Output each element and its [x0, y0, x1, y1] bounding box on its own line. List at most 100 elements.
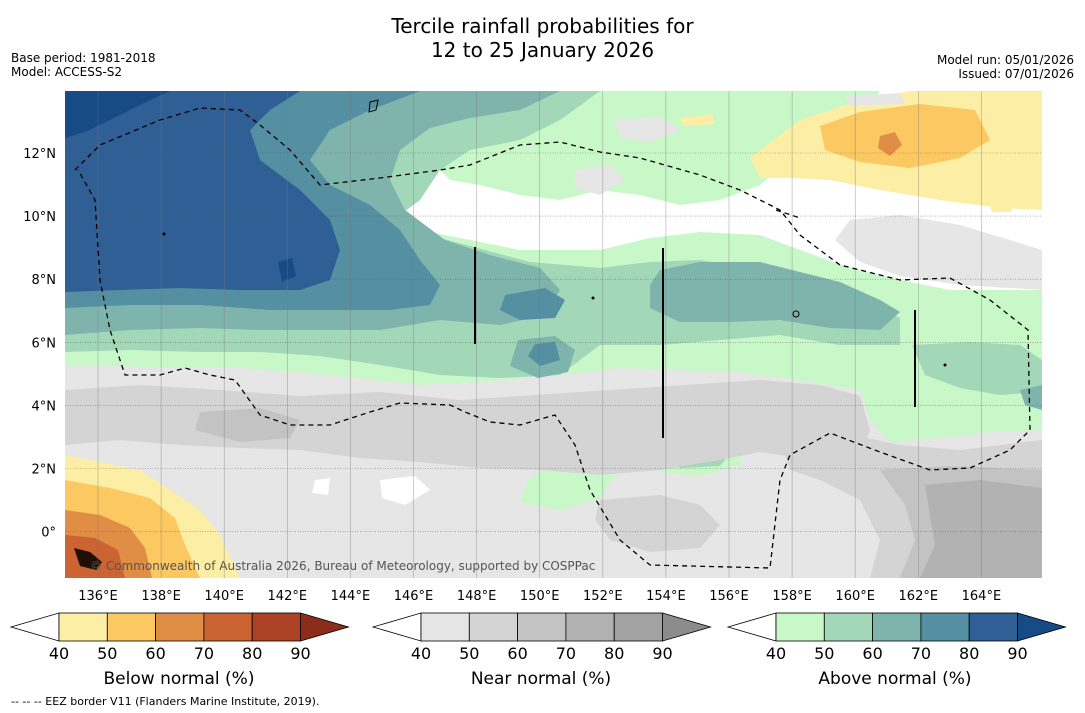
colorbar-above: 40 50 60 70 80 90 — [726, 612, 1067, 663]
island-dot-2 — [591, 296, 595, 300]
above-normal-60-edge — [1020, 385, 1042, 410]
above-normal-50-east — [912, 342, 1042, 395]
colorbar-tick-label: 80 — [604, 644, 624, 663]
neutral-dot — [312, 478, 330, 495]
latitude-label: 4°N — [32, 399, 57, 414]
colorbar-cell — [775, 612, 825, 642]
colorbar-label-below: Below normal (%) — [103, 669, 255, 689]
below-normal-40-dot — [680, 114, 715, 126]
neutral-dot-2 — [380, 476, 430, 505]
longitude-label: 156°E — [709, 589, 749, 604]
colorbar-cell — [968, 612, 1018, 642]
longitude-label: 144°E — [331, 589, 371, 604]
meta-right: Model run: 05/01/2026 Issued: 07/01/2026 — [937, 53, 1074, 81]
colorbars: 40 50 60 70 80 90 40 50 60 70 80 90 40 50 60 70 80 90 — [9, 612, 1067, 663]
colorbar-tick-label: 40 — [766, 644, 786, 663]
eez-footnote: -- -- -- EEZ border V11 (Flanders Marine… — [11, 695, 320, 708]
near-normal-50-band — [65, 380, 870, 475]
title-line-1: Tercile rainfall probabilities for — [391, 14, 694, 38]
colorbar-tick-label: 50 — [814, 644, 834, 663]
meta-left: Base period: 1981-2018 Model: ACCESS-S2 — [11, 51, 156, 79]
above-normal-70-patch — [500, 288, 565, 320]
colorbar-cell — [920, 612, 970, 642]
map-title: Tercile rainfall probabilities for 12 to… — [0, 14, 1085, 62]
colorbar-cell — [155, 612, 205, 642]
below-normal-50-north-east — [820, 104, 990, 168]
longitude-label: 152°E — [583, 589, 623, 604]
colorbar-tick-label: 40 — [411, 644, 431, 663]
graticule — [65, 91, 1042, 578]
eez-border-segment — [775, 209, 801, 219]
longitude-label: 146°E — [394, 589, 434, 604]
below-normal-40-dot-2 — [990, 204, 1012, 212]
longitude-label: 150°E — [520, 589, 560, 604]
colorbar-below: 40 50 60 70 80 90 — [9, 612, 350, 663]
colorbar-overflow-triangle — [662, 612, 712, 642]
colorbar-cell — [872, 612, 922, 642]
colorbar-underflow-triangle — [726, 612, 777, 642]
island-solomon — [74, 548, 102, 570]
near-normal-70-south-east — [920, 480, 1042, 578]
latitude-label: 0° — [41, 526, 56, 541]
longitude-label: 164°E — [962, 589, 1002, 604]
colorbar-underflow-triangle — [9, 612, 60, 642]
longitude-label: 154°E — [646, 589, 686, 604]
colorbar-cell — [251, 612, 301, 642]
colorbar-cell — [613, 612, 663, 642]
latitude-label: 6°N — [32, 336, 57, 351]
colorbar-tick-label: 90 — [1007, 644, 1027, 663]
colorbar-label-above: Above normal (%) — [818, 669, 972, 689]
colorbar-cell — [565, 612, 615, 642]
eez-border — [74, 107, 1031, 569]
latitude-labels: 12°N 10°N 8°N 6°N 4°N 2°N 0° — [23, 147, 56, 541]
above-normal-90 — [65, 91, 170, 138]
near-normal-patch-north-east — [835, 215, 1042, 290]
colorbar-overflow-triangle — [300, 612, 350, 642]
near-normal-patch-north-2 — [575, 165, 625, 195]
model-run: Model run: 05/01/2026 — [936, 53, 1074, 67]
island-guam — [368, 99, 379, 113]
colorbar-underflow-triangle — [371, 612, 422, 642]
colorbar-tick-label: 70 — [556, 644, 576, 663]
island-dot — [162, 232, 166, 236]
colorbar-cell — [823, 612, 873, 642]
longitude-label: 138°E — [141, 589, 181, 604]
longitude-label: 160°E — [835, 589, 875, 604]
colorbar-tick-label: 80 — [242, 644, 262, 663]
longitude-labels: 136°E 138°E 140°E 142°E 144°E 146°E 148°E 150°E… — [78, 589, 1001, 604]
map-area: © Commonwealth of Australia 2026, Bureau… — [65, 91, 1042, 578]
colorbar-tick-label: 60 — [862, 644, 882, 663]
above-normal-80 — [65, 91, 340, 292]
colorbar-cell — [420, 612, 470, 642]
issued-date: Issued: 07/01/2026 — [958, 67, 1074, 81]
above-normal-70-patch-2 — [528, 342, 560, 366]
latitude-label: 12°N — [23, 147, 56, 162]
colorbar-tick-label: 70 — [911, 644, 931, 663]
colorbar-tick-label: 70 — [194, 644, 214, 663]
colorbar-tick-label: 40 — [49, 644, 69, 663]
colorbar-tick-label: 90 — [652, 644, 672, 663]
colorbar-tick-label: 60 — [145, 644, 165, 663]
island-dot-3 — [943, 363, 947, 367]
longitude-label: 136°E — [78, 589, 118, 604]
base-period: Base period: 1981-2018 — [11, 51, 156, 65]
colorbar-tick-label: 60 — [507, 644, 527, 663]
near-normal-patch-north — [615, 116, 680, 142]
title-line-2: 12 to 25 January 2026 — [430, 38, 655, 62]
colorbar-cell — [203, 612, 253, 642]
near-normal-60-patch — [195, 408, 300, 442]
colorbar-overflow-triangle — [1017, 612, 1067, 642]
colorbar-tick-label: 50 — [459, 644, 479, 663]
model-name: Model: ACCESS-S2 — [11, 65, 123, 79]
longitude-label: 148°E — [457, 589, 497, 604]
latitude-label: 2°N — [32, 463, 57, 478]
near-normal-patch-top — [845, 93, 905, 106]
below-normal-60-north-east — [878, 132, 902, 156]
longitude-label: 140°E — [204, 589, 244, 604]
colorbar-cell — [517, 612, 567, 642]
copyright-text: © Commonwealth of Australia 2026, Bureau… — [90, 559, 595, 573]
colorbar-tick-label: 80 — [959, 644, 979, 663]
island-atoll — [792, 310, 800, 318]
colorbar-label-near: Near normal (%) — [470, 669, 612, 689]
